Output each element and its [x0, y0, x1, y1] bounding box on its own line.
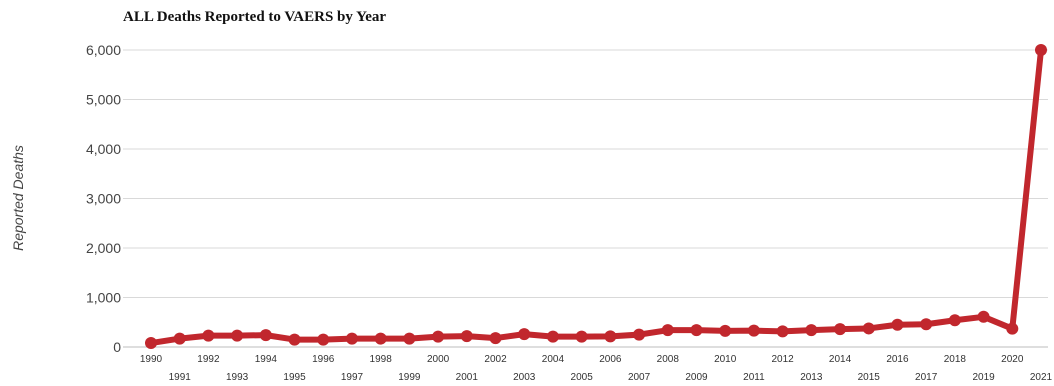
gridlines	[123, 49, 1048, 348]
data-point	[604, 330, 617, 343]
y-tick-label: 4,000	[86, 141, 121, 157]
data-point	[776, 325, 789, 338]
data-point	[977, 310, 990, 323]
data-point	[317, 333, 330, 346]
data-point	[432, 330, 445, 343]
data-point	[259, 329, 272, 342]
x-tick-label: 2006	[599, 354, 622, 365]
data-point	[546, 330, 559, 343]
y-tick-label: 3,000	[86, 191, 121, 207]
series-line	[148, 47, 1044, 347]
x-tick-label: 1994	[255, 354, 278, 365]
x-tick-label: 1990	[140, 354, 163, 365]
data-point	[202, 329, 215, 342]
data-point	[747, 324, 760, 337]
data-point	[719, 324, 732, 337]
x-tick-label: 2019	[972, 372, 995, 383]
data-point	[173, 332, 186, 345]
x-tick-label: 2013	[800, 372, 823, 383]
chart-title: ALL Deaths Reported to VAERS by Year	[123, 9, 386, 25]
x-axis-ticks: 1990 1991 1992 1993 1994 1995 1996 1997 1998 1999…	[140, 354, 1053, 383]
data-point	[403, 332, 416, 345]
x-tick-label: 2004	[542, 354, 565, 365]
x-tick-label: 2018	[944, 354, 967, 365]
y-tick-label: 1,000	[86, 290, 121, 306]
data-point	[862, 322, 875, 335]
data-point	[1035, 44, 1047, 56]
data-point	[460, 330, 473, 343]
x-tick-label: 2003	[513, 372, 536, 383]
x-tick-label: 1993	[226, 372, 249, 383]
y-tick-label: 6,000	[86, 42, 121, 58]
x-tick-label: 2011	[743, 372, 765, 383]
x-tick-label: 1991	[169, 372, 192, 383]
data-point	[948, 314, 961, 327]
data-point	[288, 333, 301, 346]
data-point	[145, 337, 157, 350]
data-point	[805, 324, 818, 337]
x-tick-label: 2008	[657, 354, 680, 365]
x-tick-label: 1999	[398, 372, 421, 383]
data-point	[231, 329, 244, 342]
data-point	[1006, 322, 1019, 335]
x-tick-label: 2010	[714, 354, 737, 365]
x-tick-label: 2007	[628, 372, 651, 383]
x-tick-label: 2015	[858, 372, 881, 383]
data-point	[374, 332, 387, 345]
x-tick-label: 2021	[1030, 372, 1053, 383]
data-point	[690, 324, 703, 337]
data-point	[575, 330, 588, 343]
data-point	[891, 318, 904, 331]
x-tick-label: 2017	[915, 372, 938, 383]
x-tick-label: 1998	[370, 354, 393, 365]
data-point	[489, 332, 502, 345]
data-point	[633, 328, 646, 341]
y-tick-label: 5,000	[86, 92, 121, 108]
x-tick-label: 1997	[341, 372, 364, 383]
y-axis-ticks: 0 1,000 2,000 3,000 4,000 5,000 6,000	[86, 42, 121, 355]
data-points	[145, 44, 1047, 350]
data-point	[920, 318, 933, 331]
data-point	[834, 323, 847, 336]
x-tick-label: 1996	[312, 354, 335, 365]
x-tick-label: 2009	[685, 372, 708, 383]
x-tick-label: 2002	[484, 354, 507, 365]
y-axis-label: Reported Deaths	[10, 145, 26, 251]
y-tick-label: 0	[113, 339, 121, 355]
x-tick-label: 2016	[886, 354, 909, 365]
x-tick-label: 2000	[427, 354, 450, 365]
data-point	[661, 324, 674, 337]
x-tick-label: 2001	[456, 372, 479, 383]
y-tick-label: 2,000	[86, 240, 121, 256]
x-tick-label: 1995	[283, 372, 306, 383]
x-tick-label: 2014	[829, 354, 852, 365]
x-tick-label: 1992	[197, 354, 220, 365]
data-point	[518, 328, 531, 341]
data-point	[345, 332, 358, 345]
x-tick-label: 2012	[771, 354, 794, 365]
x-tick-label: 2005	[571, 372, 594, 383]
x-tick-label: 2020	[1001, 354, 1024, 365]
